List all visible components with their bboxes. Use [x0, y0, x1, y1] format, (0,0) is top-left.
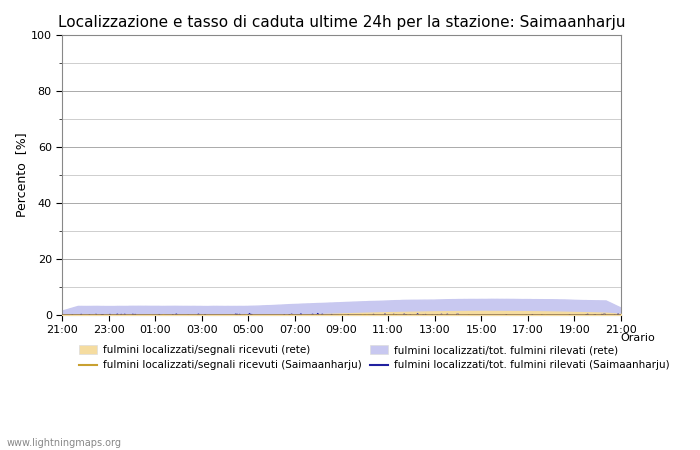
Text: Orario: Orario	[621, 333, 656, 343]
Y-axis label: Percento  [%]: Percento [%]	[15, 133, 28, 217]
Legend: fulmini localizzati/segnali ricevuti (rete), fulmini localizzati/segnali ricevut: fulmini localizzati/segnali ricevuti (re…	[78, 345, 669, 370]
Text: www.lightningmaps.org: www.lightningmaps.org	[7, 438, 122, 448]
Title: Localizzazione e tasso di caduta ultime 24h per la stazione: Saimaanharju: Localizzazione e tasso di caduta ultime …	[58, 15, 625, 30]
